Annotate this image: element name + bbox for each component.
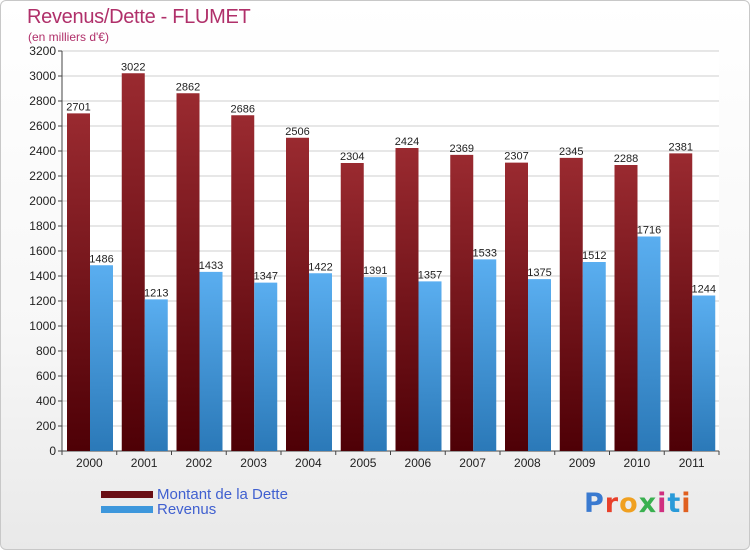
x-tick-label: 2003: [240, 456, 267, 470]
bar-dette: [176, 93, 200, 451]
bar-revenus: [528, 279, 551, 451]
bar-dette: [340, 163, 364, 451]
bar-revenus: [418, 281, 442, 451]
data-label-dette: 2701: [66, 101, 90, 113]
data-label-revenus: 1422: [308, 261, 332, 273]
logo-letter: P: [584, 488, 605, 519]
bar-dette: [559, 157, 583, 451]
bar-revenus: [363, 277, 387, 451]
bar-revenus: [582, 262, 606, 451]
data-label-revenus: 1347: [254, 271, 278, 283]
legend-label-revenus: Revenus: [157, 501, 217, 518]
y-tick-label: 3000: [29, 69, 56, 83]
x-tick-label: 2006: [405, 456, 432, 470]
x-tick-label: 2009: [569, 456, 596, 470]
data-label-revenus: 1391: [363, 265, 387, 277]
data-label-revenus: 1244: [692, 284, 716, 296]
y-tick-label: 1000: [29, 319, 56, 333]
y-tick-label: 600: [36, 369, 56, 383]
y-tick-label: 2000: [29, 194, 56, 208]
chart-title: Revenus/Dette - FLUMET: [27, 6, 251, 28]
x-tick-label: 2001: [131, 456, 158, 470]
data-label-dette: 2304: [340, 151, 364, 163]
data-label-revenus: 1486: [89, 253, 113, 265]
y-tick-label: 800: [36, 344, 56, 358]
y-tick-label: 2800: [29, 94, 56, 108]
logo-letter: o: [619, 488, 639, 519]
bar-revenus: [637, 236, 661, 451]
x-tick-label: 2005: [350, 456, 377, 470]
x-tick-label: 2000: [76, 456, 103, 470]
x-tick-label: 2007: [459, 456, 486, 470]
logo-letter: r: [604, 488, 620, 519]
x-tick-label: 2004: [295, 456, 322, 470]
data-label-dette: 2307: [504, 151, 528, 163]
data-label-dette: 2369: [450, 143, 474, 155]
y-tick-label: 3200: [29, 44, 56, 58]
x-tick-label: 2011: [679, 456, 705, 470]
y-tick-label: 2600: [29, 119, 56, 133]
labels: 0 200 400 600 800 1000 1200 1400 1600 1800 2000 220…: [29, 44, 716, 470]
bar-revenus: [254, 282, 278, 451]
logo-letter: i: [657, 488, 668, 519]
x-tick-label: 2008: [514, 456, 541, 470]
bar-dette: [286, 137, 309, 451]
data-label-revenus: 1357: [418, 269, 442, 281]
logo-letter: t: [667, 488, 682, 519]
chart-subtitle: (en milliers d'€): [28, 30, 109, 44]
bar-dette: [121, 73, 145, 451]
bar-dette: [395, 148, 419, 451]
proxiti-logo: Proxiti: [584, 488, 692, 519]
bar-dette: [450, 154, 474, 451]
data-label-dette: 2686: [231, 103, 255, 115]
legend-label-dette: Montant de la Dette: [157, 486, 288, 503]
logo-letter: x: [638, 488, 658, 519]
bar-revenus: [692, 295, 716, 451]
bar-dette: [614, 165, 638, 451]
data-label-revenus: 1433: [199, 260, 223, 272]
legend-swatch-dette: [101, 491, 153, 498]
data-label-dette: 2506: [285, 126, 309, 138]
bar-dette: [67, 113, 90, 451]
data-label-dette: 2381: [669, 141, 693, 153]
y-tick-label: 0: [49, 444, 56, 458]
data-label-revenus: 1716: [637, 225, 661, 237]
data-label-revenus: 1375: [527, 267, 551, 279]
data-label-dette: 2345: [559, 146, 583, 158]
y-tick-label: 1600: [29, 244, 56, 258]
bar-dette: [669, 153, 693, 451]
data-label-dette: 3022: [121, 61, 145, 73]
y-tick-label: 400: [36, 394, 56, 408]
y-tick-label: 1400: [29, 269, 56, 283]
data-label-dette: 2862: [176, 81, 200, 93]
logo-letter: i: [681, 488, 692, 519]
bar-dette: [231, 115, 255, 451]
grid-lines: [62, 50, 719, 452]
bar-dette: [505, 162, 528, 451]
bar-revenus: [90, 265, 113, 451]
x-tick-label: 2010: [624, 456, 651, 470]
axes: [58, 50, 720, 455]
y-tick-label: 1200: [29, 294, 56, 308]
y-tick-label: 1800: [29, 219, 56, 233]
x-tick-label: 2002: [186, 456, 213, 470]
bar-revenus: [473, 259, 497, 451]
bars: [67, 73, 716, 451]
bar-revenus: [144, 299, 168, 451]
bar-revenus: [199, 271, 223, 451]
legend-swatch-revenus: [101, 506, 153, 513]
y-tick-label: 200: [36, 419, 56, 433]
data-label-revenus: 1533: [473, 247, 497, 259]
bar-revenus: [309, 273, 332, 451]
data-label-dette: 2288: [614, 153, 638, 165]
y-tick-label: 2400: [29, 144, 56, 158]
data-label-dette: 2424: [395, 136, 419, 148]
data-label-revenus: 1512: [582, 250, 606, 262]
y-tick-label: 2200: [29, 169, 56, 183]
data-label-revenus: 1213: [144, 287, 168, 299]
